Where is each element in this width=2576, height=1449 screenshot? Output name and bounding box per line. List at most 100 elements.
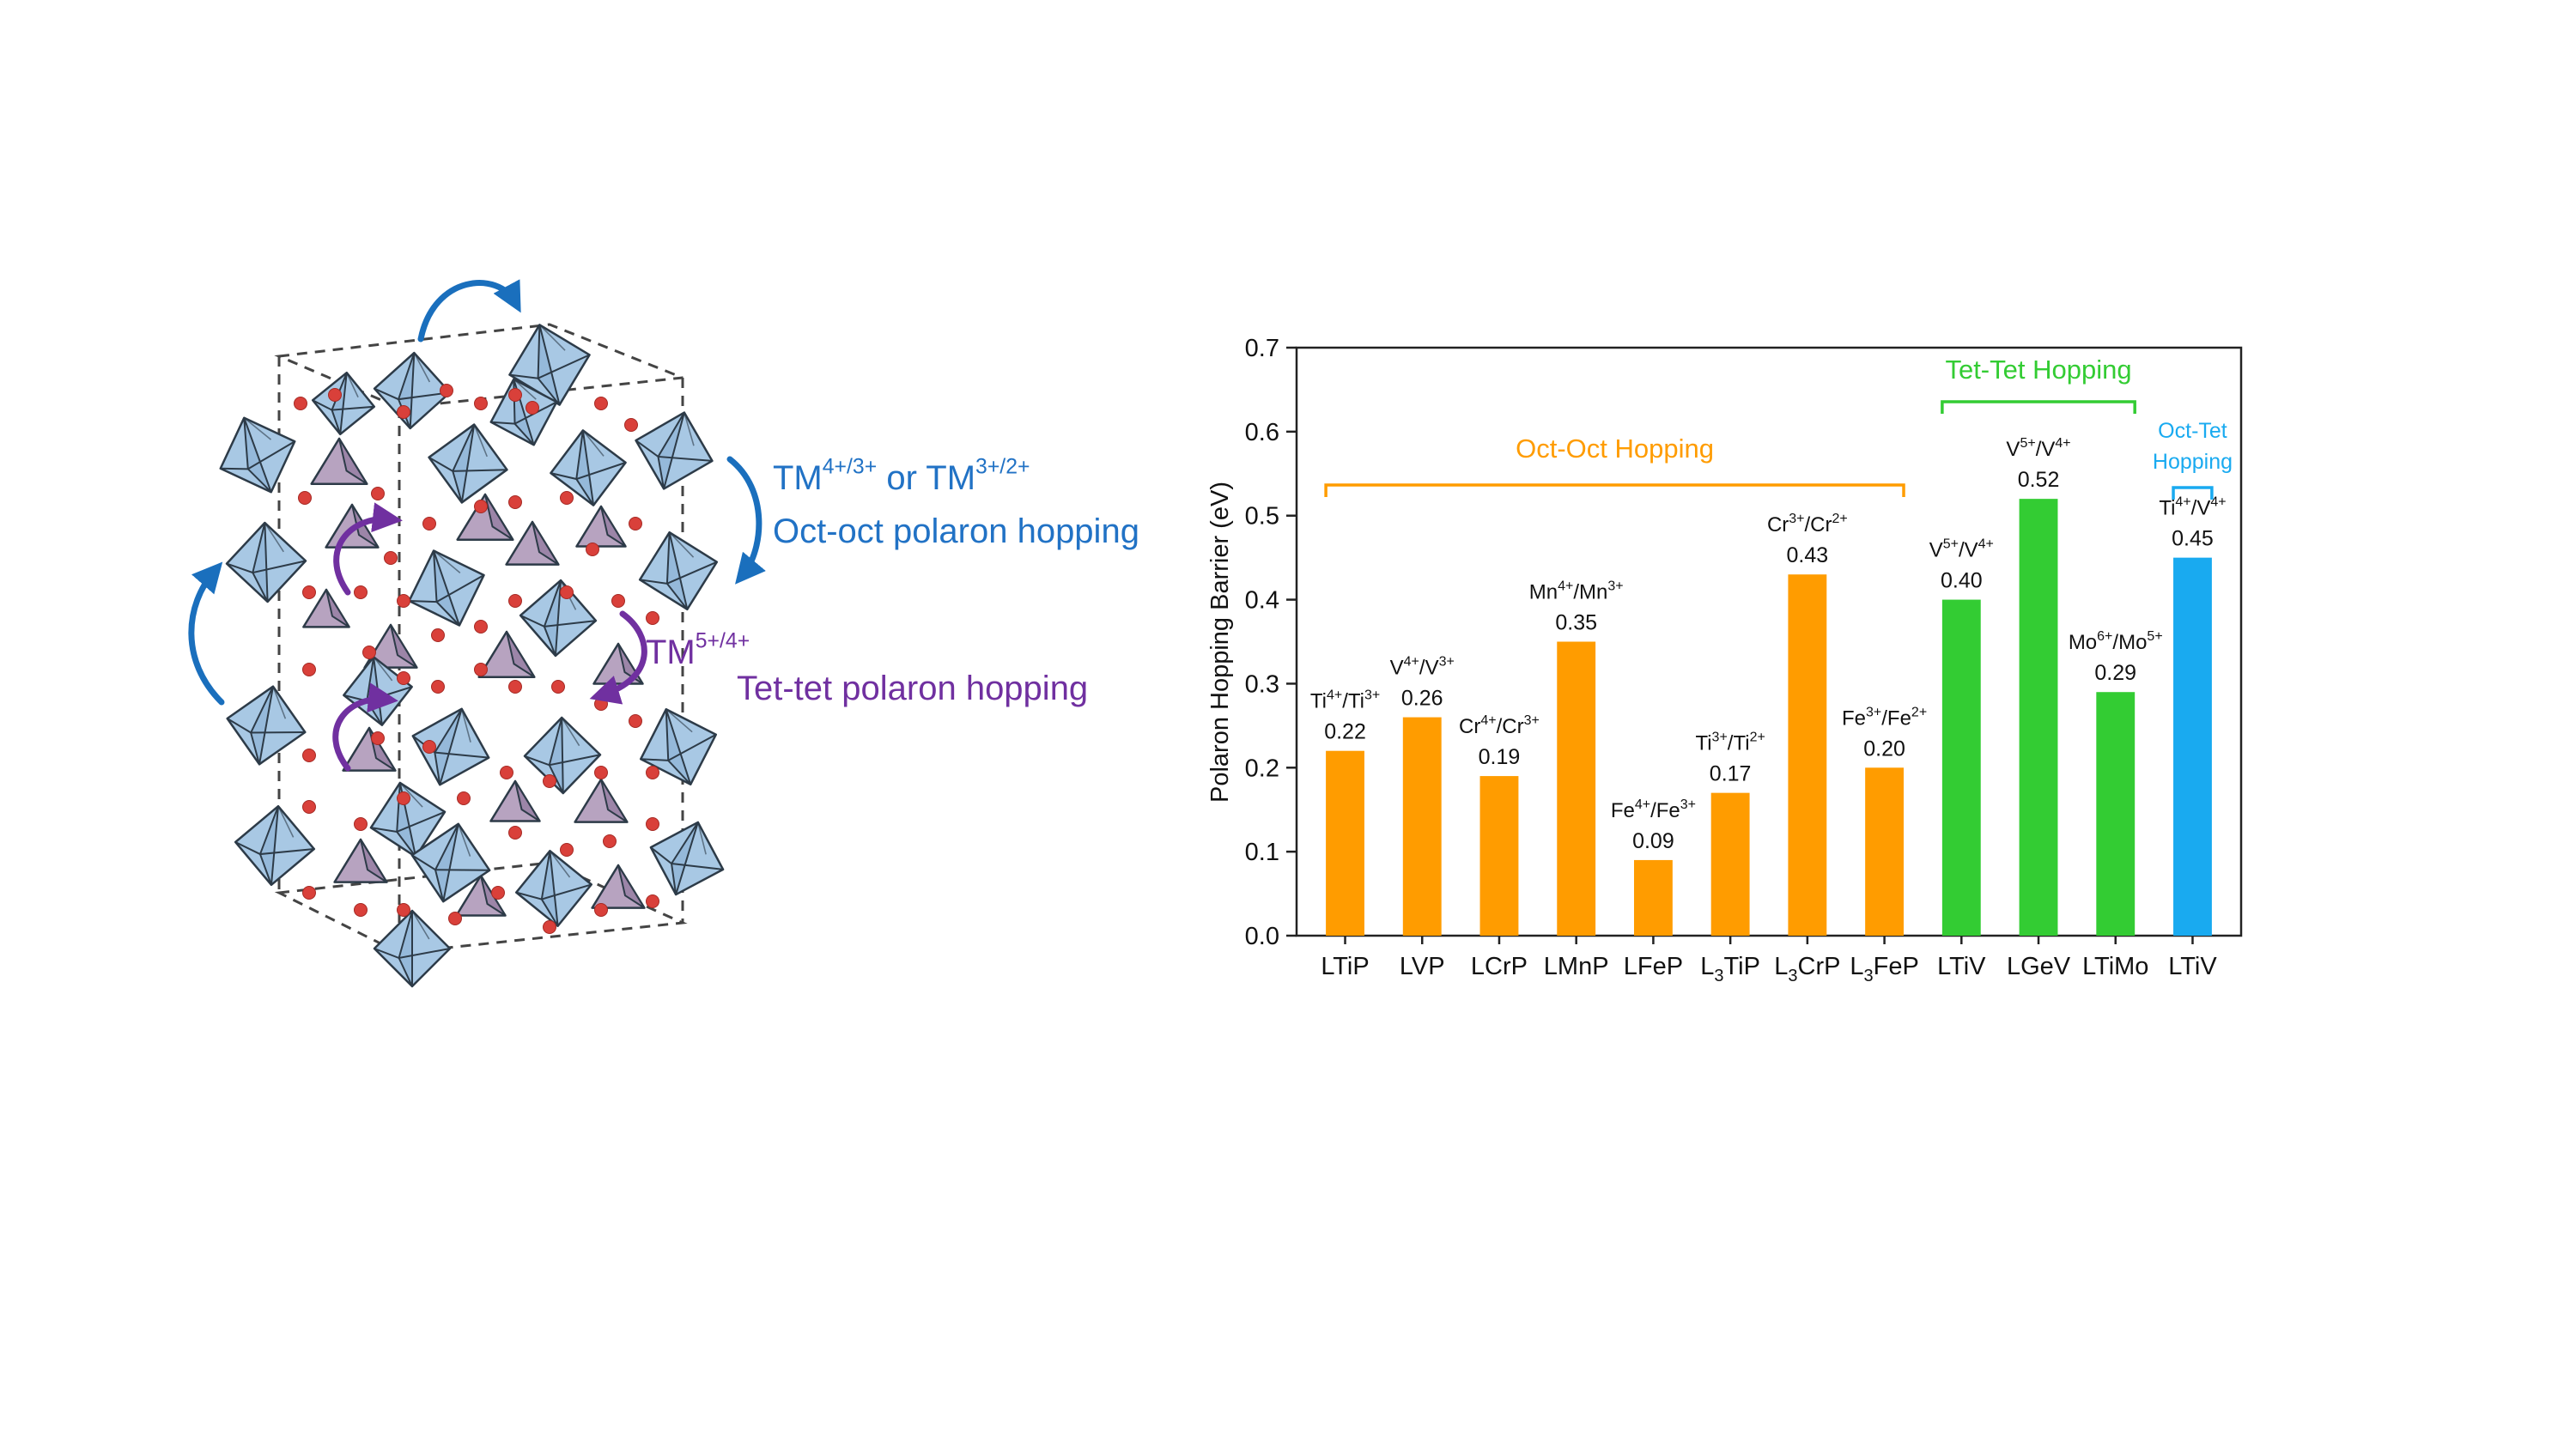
oxygen-atom xyxy=(302,585,316,599)
oxygen-atom xyxy=(508,388,522,402)
octahedra-group xyxy=(219,324,725,988)
oxygen-atom xyxy=(508,495,522,509)
value-label: 0.40 xyxy=(1941,569,1983,593)
oxygen-atom xyxy=(474,620,488,634)
oxygen-atom xyxy=(294,397,307,410)
octahedron xyxy=(311,371,376,436)
tetrahedron xyxy=(363,623,418,669)
oxygen-atom xyxy=(384,551,398,565)
oxygen-atom xyxy=(422,740,436,754)
redox-couple-label: V5+/V4+ xyxy=(2006,436,2070,461)
value-label: 0.43 xyxy=(1787,543,1829,567)
oxygen-atom xyxy=(371,487,385,500)
octahedron xyxy=(523,716,602,795)
x-tick-label: L3TiP xyxy=(1700,953,1760,985)
oxygen-atom xyxy=(491,886,505,900)
y-tick-label: 0.4 xyxy=(1245,587,1279,615)
group-label: Hopping xyxy=(2153,450,2233,474)
y-tick-label: 0.1 xyxy=(1245,839,1279,866)
y-axis-label: Polaron Hopping Barrier (eV) xyxy=(1206,482,1234,803)
oxygen-atom xyxy=(397,594,410,608)
value-label: 0.22 xyxy=(1324,720,1366,744)
y-axis: 0.0 0.1 0.2 0.3 0.4 0.5 0.6 0.7 xyxy=(1245,335,1297,950)
group-bracket xyxy=(1324,483,1905,497)
redox-couple-label: V5+/V4+ xyxy=(1929,537,1994,562)
bar xyxy=(1865,767,1905,936)
oxygen-atom xyxy=(551,680,565,694)
tetrahedron xyxy=(310,437,368,485)
oxygen-atoms-group xyxy=(294,384,659,934)
oxygen-atom xyxy=(397,405,410,419)
x-tick-label: LCrP xyxy=(1471,953,1528,980)
oct-arrow-top xyxy=(417,279,521,343)
oxygen-atom xyxy=(543,774,556,788)
oxygen-atom xyxy=(302,749,316,762)
x-tick-label: LGeV xyxy=(2007,953,2071,980)
oxygen-atom xyxy=(560,843,574,857)
oct-species-charge-1: 4+/3+ xyxy=(822,455,878,479)
oxygen-atom xyxy=(397,903,410,917)
oxygen-atom xyxy=(298,491,312,505)
oxygen-atom xyxy=(560,491,574,505)
tet-species-charge: 5+/4+ xyxy=(695,629,750,653)
bar xyxy=(1557,641,1596,936)
x-tick-label: LTiMo xyxy=(2082,953,2148,980)
oxygen-atom xyxy=(431,680,445,694)
oxygen-atom xyxy=(448,912,462,925)
x-tick-label: LTiP xyxy=(1321,953,1369,980)
octahedron xyxy=(514,849,593,928)
tetrahedron xyxy=(477,630,536,678)
tetrahedron xyxy=(591,864,646,909)
bar xyxy=(1788,574,1827,936)
tet-hopping-arrows xyxy=(332,502,647,772)
octahedron xyxy=(550,429,627,506)
oxygen-atom xyxy=(328,388,342,402)
oct-species-label: TM4+/3+ or TM3+/2+ xyxy=(773,457,1030,498)
redox-couple-label: Cr3+/Cr2+ xyxy=(1767,512,1848,537)
tet-hopping-label: Tet-tet polaron hopping xyxy=(737,670,1089,707)
tetrahedron xyxy=(489,779,541,822)
y-tick-label: 0.2 xyxy=(1245,755,1279,782)
tetrahedron xyxy=(574,778,629,823)
oxygen-atom xyxy=(500,766,513,779)
octahedron xyxy=(408,549,485,627)
oxygen-atom xyxy=(629,714,642,728)
octahedron xyxy=(508,324,591,406)
redox-couple-label: Fe4+/Fe3+ xyxy=(1611,797,1696,822)
oxygen-atom xyxy=(302,800,316,814)
x-tick-label: LTiV xyxy=(1937,953,1986,980)
tet-arrow-upper xyxy=(333,502,403,596)
value-label: 0.19 xyxy=(1479,745,1521,769)
bar xyxy=(1402,717,1442,936)
oxygen-atom xyxy=(302,663,316,676)
oxygen-atom xyxy=(474,500,488,513)
oct-hopping-arrows xyxy=(188,279,766,706)
oct-species-prefix: TM xyxy=(773,459,823,497)
oxygen-atom xyxy=(474,663,488,676)
oxygen-atom xyxy=(560,585,574,599)
bar xyxy=(1326,750,1364,936)
redox-couple-label: Cr4+/Cr3+ xyxy=(1459,713,1540,738)
oct-species-charge-2: 3+/2+ xyxy=(975,455,1030,479)
value-label: 0.17 xyxy=(1710,762,1752,786)
bar xyxy=(1633,859,1673,936)
octahedron xyxy=(638,530,719,611)
y-tick-label: 0.3 xyxy=(1245,670,1279,698)
value-label: 0.35 xyxy=(1555,611,1597,635)
tetrahedron xyxy=(456,493,514,541)
bars-group xyxy=(1326,499,2212,936)
oxygen-atom xyxy=(397,671,410,685)
octahedron xyxy=(519,579,598,658)
oxygen-atom xyxy=(629,517,642,530)
oxygen-atom xyxy=(646,894,659,908)
oxygen-atom xyxy=(624,418,638,432)
oxygen-atom xyxy=(646,766,659,779)
oxygen-atom xyxy=(611,594,625,608)
tetrahedra-group xyxy=(302,437,646,917)
oxygen-atom xyxy=(354,903,368,917)
oxygen-atom xyxy=(354,817,368,831)
x-tick-label: L3FeP xyxy=(1850,953,1918,985)
oxygen-atom xyxy=(594,766,608,779)
y-tick-label: 0.5 xyxy=(1245,503,1279,530)
